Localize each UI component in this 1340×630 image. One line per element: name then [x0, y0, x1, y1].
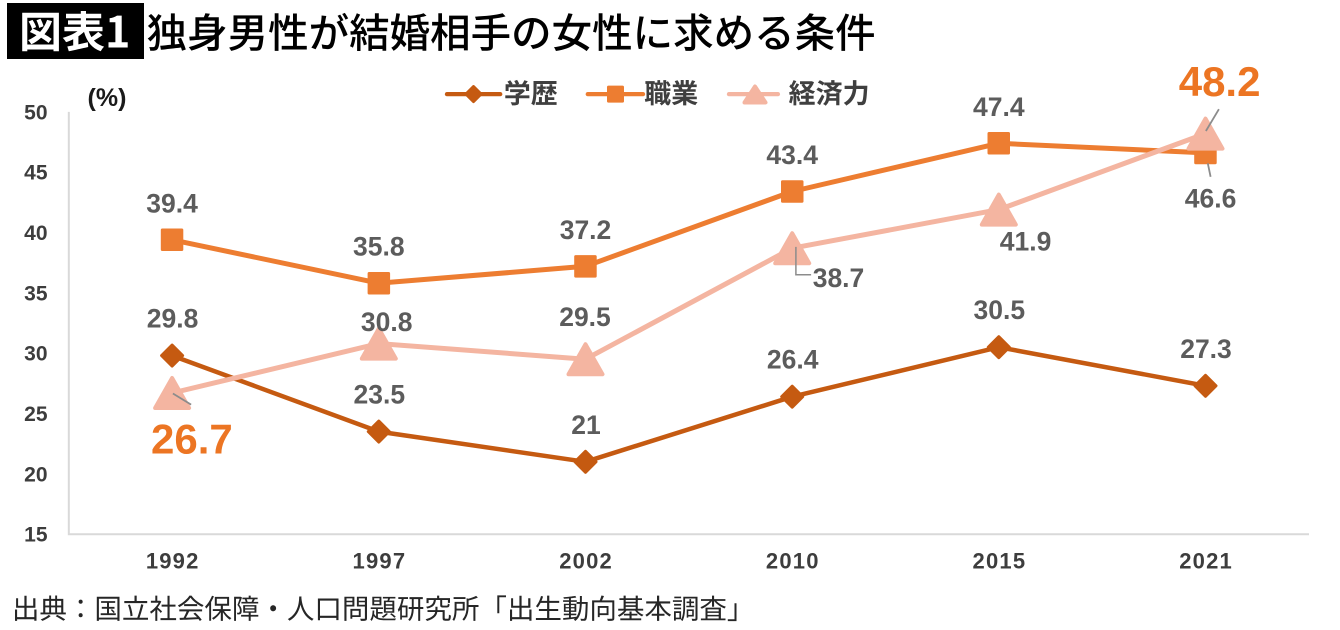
svg-text:20: 20: [24, 463, 47, 486]
svg-text:46.6: 46.6: [1185, 184, 1237, 214]
svg-text:41.9: 41.9: [1000, 226, 1052, 256]
svg-text:38.7: 38.7: [813, 263, 865, 293]
svg-text:26.7: 26.7: [151, 415, 233, 462]
svg-text:50: 50: [24, 101, 47, 124]
svg-text:48.2: 48.2: [1179, 58, 1261, 105]
svg-text:1992: 1992: [146, 549, 200, 574]
svg-text:30: 30: [24, 343, 47, 366]
svg-text:21: 21: [571, 410, 600, 440]
svg-text:29.5: 29.5: [559, 302, 611, 332]
svg-text:2015: 2015: [973, 549, 1027, 574]
svg-text:40: 40: [24, 222, 47, 245]
svg-text:47.4: 47.4: [973, 92, 1025, 122]
svg-text:23.5: 23.5: [354, 380, 406, 410]
svg-text:29.8: 29.8: [147, 304, 199, 334]
svg-text:39.4: 39.4: [146, 188, 198, 218]
svg-text:15: 15: [24, 524, 48, 547]
svg-text:26.4: 26.4: [767, 345, 819, 375]
svg-text:25: 25: [24, 403, 48, 426]
svg-text:2002: 2002: [559, 549, 613, 574]
svg-text:2021: 2021: [1179, 549, 1233, 574]
svg-text:45: 45: [24, 162, 48, 185]
svg-text:35.8: 35.8: [353, 232, 405, 262]
svg-text:1997: 1997: [353, 549, 407, 574]
svg-text:30.8: 30.8: [361, 307, 413, 337]
svg-text:37.2: 37.2: [560, 215, 612, 245]
svg-text:43.4: 43.4: [766, 140, 818, 170]
svg-text:35: 35: [24, 282, 48, 305]
svg-text:(%): (%): [88, 84, 127, 112]
svg-text:27.3: 27.3: [1180, 334, 1232, 364]
svg-text:30.5: 30.5: [974, 295, 1026, 325]
svg-text:2010: 2010: [766, 549, 820, 574]
